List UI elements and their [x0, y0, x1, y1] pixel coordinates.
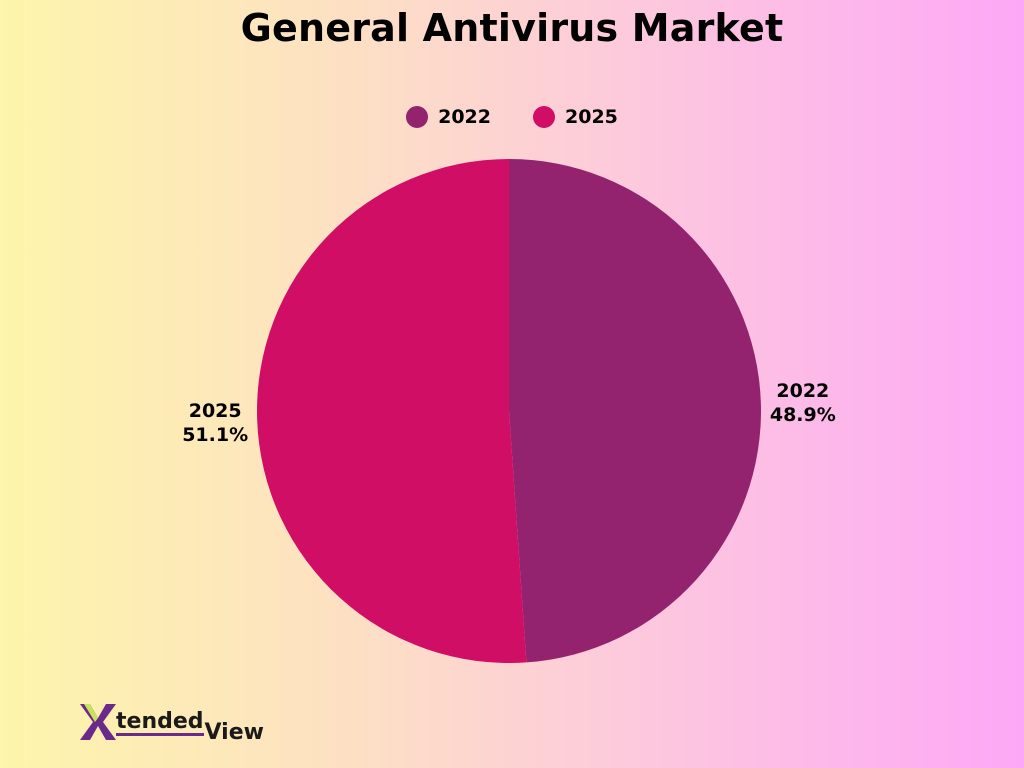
chart-title: General Antivirus Market: [240, 6, 784, 50]
slice-label-2025: 2025: [189, 400, 242, 422]
slice-value-2025: 51.1%: [182, 424, 248, 446]
brand-logo: tended View: [78, 702, 264, 745]
pie-slice-2025: [257, 159, 527, 663]
slice-label-2022: 2022: [776, 380, 829, 402]
legend-swatch-2025: [533, 106, 555, 128]
xtendedview-logo-icon: [80, 704, 116, 740]
legend-item-2025: 2025: [533, 106, 618, 128]
legend-item-2022: 2022: [406, 106, 491, 128]
slice-value-2022: 48.9%: [770, 404, 836, 426]
logo-text-sub: View: [204, 720, 264, 745]
legend-label-2025: 2025: [565, 106, 618, 128]
legend-swatch-2022: [406, 106, 429, 128]
legend-label-2022: 2022: [438, 106, 491, 128]
chart-legend: 2022 2025: [0, 106, 1024, 128]
pie-slice-2022: [509, 158, 762, 663]
logo-text: tended: [116, 709, 204, 736]
